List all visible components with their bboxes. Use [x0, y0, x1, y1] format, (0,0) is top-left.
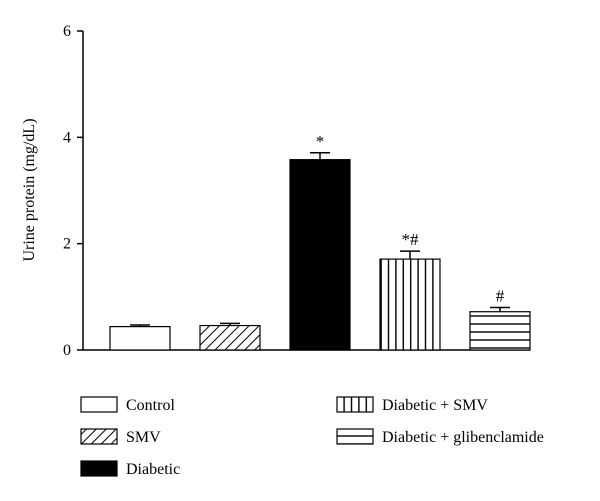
bar [199, 324, 261, 351]
legend-label: Diabetic + glibenclamide [382, 429, 544, 446]
legend-swatch [336, 396, 374, 413]
y-axis-title: Urine protein (mg/dL) [21, 118, 38, 261]
bars: * *# # [109, 132, 531, 351]
significance-label: * [316, 132, 325, 151]
bar [379, 258, 441, 351]
bar [289, 159, 351, 351]
legend-label: Control [126, 397, 175, 414]
legend-label: SMV [126, 429, 161, 446]
significance-label: # [496, 286, 505, 305]
legend-label: Diabetic [126, 461, 180, 478]
legend-swatch [80, 396, 118, 413]
legend-swatch [80, 428, 118, 445]
bar [109, 326, 171, 351]
y-axis: 0 2 4 6 [63, 23, 84, 359]
bar [469, 311, 531, 351]
legend: Control SMV Diabetic Diabetic + SMV Diabetic… [80, 396, 544, 478]
y-tick-label: 4 [63, 129, 71, 146]
y-tick-label: 6 [63, 23, 71, 40]
y-tick-label: 0 [63, 342, 71, 359]
legend-swatch [336, 428, 374, 445]
y-tick-label: 2 [63, 236, 71, 253]
legend-label: Diabetic + SMV [382, 397, 488, 414]
significance-label: *# [402, 230, 420, 249]
legend-swatch [80, 460, 118, 477]
